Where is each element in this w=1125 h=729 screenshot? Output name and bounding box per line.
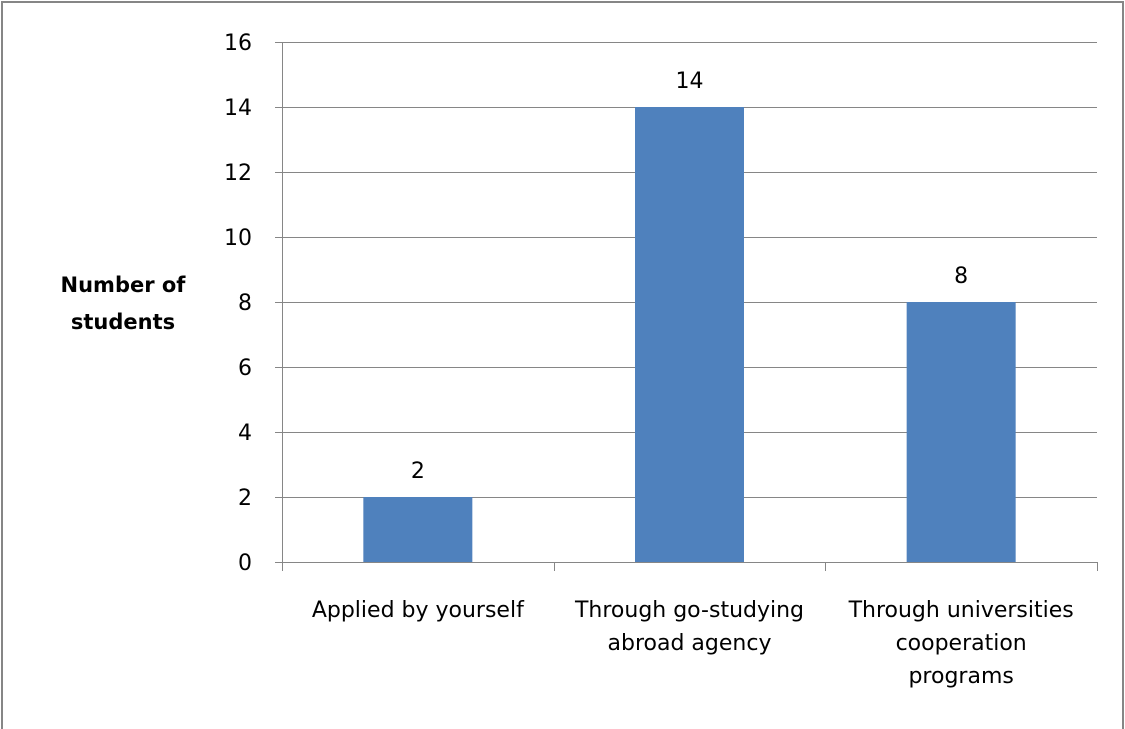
axes: [275, 42, 1098, 571]
bar: [635, 107, 744, 562]
y-tick-label: 4: [238, 421, 252, 446]
y-tick-label: 12: [224, 161, 252, 186]
x-axis-category-labels: Applied by yourself Through go-studying ab…: [312, 598, 1074, 689]
bar: [363, 497, 473, 562]
y-axis-label: Number of students: [61, 273, 187, 334]
y-tick-label: 14: [224, 96, 252, 121]
data-label: 8: [954, 264, 968, 289]
y-axis-tick-labels: 0 2 4 6 8 10 12 14 16: [224, 31, 252, 576]
category-label: Through universities cooperation programs: [848, 598, 1074, 689]
data-labels: 2 14 8: [411, 69, 968, 484]
y-tick-label: 6: [238, 356, 252, 381]
y-tick-label: 16: [224, 31, 252, 56]
data-label: 14: [676, 69, 704, 94]
y-tick-label: 0: [238, 551, 252, 576]
y-tick-label: 10: [224, 226, 252, 251]
bar: [906, 302, 1016, 562]
category-label: Through go-studying abroad agency: [574, 598, 804, 656]
category-label: Applied by yourself: [312, 598, 525, 623]
bars: [363, 107, 1016, 562]
y-tick-label: 2: [238, 486, 252, 511]
y-tick-label: 8: [238, 291, 252, 316]
data-label: 2: [411, 459, 425, 484]
